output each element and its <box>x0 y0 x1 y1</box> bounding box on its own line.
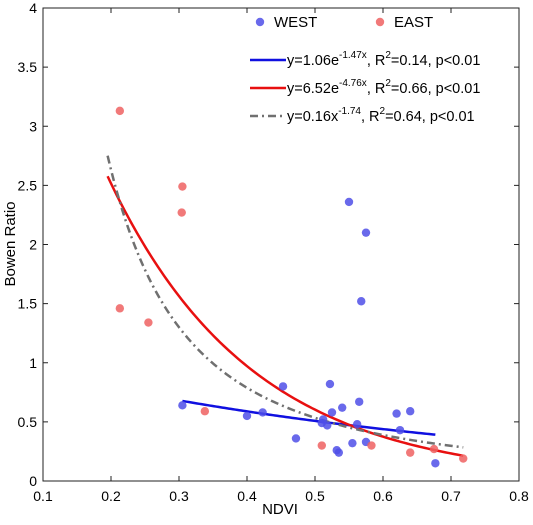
plot-border <box>42 7 520 482</box>
y-tick-label: 0.5 <box>18 414 38 430</box>
point-east <box>177 208 186 217</box>
point-west <box>395 425 405 435</box>
x-tick-label: 0.7 <box>441 488 461 504</box>
y-tick-label: 2.5 <box>18 177 38 193</box>
point-east <box>459 454 468 463</box>
x-axis-ticks: 0.1 0.2 0.3 0.4 0.5 0.6 0.7 0.8 <box>33 8 529 504</box>
y-tick-label: 3.5 <box>18 59 38 75</box>
point-east <box>115 106 125 116</box>
legend-fit-label-east: y=6.52e-4.76x, R2=0.66, p<0.01 <box>287 78 480 97</box>
legend-fit-label-all: y=0.16x-1.74, R2=0.64, p<0.01 <box>287 106 475 125</box>
point-west <box>406 407 415 416</box>
x-tick-label: 0.1 <box>33 488 53 504</box>
legend-fit-label-west: y=1.06e-1.47x, R2=0.14, p<0.01 <box>287 50 480 69</box>
point-east <box>178 182 187 191</box>
fit-curve-west <box>182 399 436 436</box>
point-west <box>344 197 354 207</box>
x-tick-label: 0.8 <box>509 488 529 504</box>
point-west <box>242 411 252 421</box>
point-west <box>178 401 187 410</box>
fit-curves <box>106 155 464 457</box>
plot-frame <box>42 7 520 482</box>
y-tick-label: 3 <box>29 118 37 134</box>
point-west <box>348 438 357 448</box>
point-east <box>144 318 153 327</box>
data-points <box>115 106 468 468</box>
point-west <box>258 408 267 417</box>
x-tick-label: 0.5 <box>305 488 325 504</box>
point-east <box>115 304 125 313</box>
y-tick-label: 0 <box>29 473 37 489</box>
point-west <box>325 379 335 389</box>
point-west <box>323 421 332 430</box>
point-west <box>357 297 366 306</box>
x-tick-label: 0.3 <box>169 488 189 504</box>
point-west <box>355 397 364 406</box>
x-tick-label: 0.4 <box>237 488 257 504</box>
point-west <box>431 459 440 468</box>
point-east <box>200 407 210 416</box>
point-east <box>406 448 415 457</box>
point-west <box>338 403 347 412</box>
y-tick-label: 1 <box>29 355 37 371</box>
legend-label-east: EAST <box>394 14 433 31</box>
point-west <box>327 408 337 417</box>
point-east <box>317 441 326 450</box>
x-tick-label: 0.6 <box>373 488 393 504</box>
point-west <box>334 448 343 457</box>
point-west <box>352 420 362 429</box>
point-east <box>429 444 439 454</box>
legend: WEST EAST y=1.06e-1.47x, R2=0.14, p<0.01 y=… <box>250 14 480 125</box>
fit-curve-east <box>106 175 464 457</box>
y-tick-label: 4 <box>29 0 37 16</box>
legend-marker-west <box>255 17 265 27</box>
point-west <box>361 228 371 237</box>
point-west <box>392 409 401 418</box>
y-tick-label: 2 <box>29 237 37 253</box>
y-axis-ticks: 0 0.5 1 1.5 2 2.5 3 3.5 4 <box>18 0 519 489</box>
point-east <box>367 441 376 450</box>
point-west <box>291 434 301 443</box>
fit-curve-all <box>106 155 464 449</box>
point-west <box>278 382 288 391</box>
x-tick-label: 0.2 <box>101 488 121 504</box>
legend-label-west: WEST <box>274 14 317 31</box>
point-west <box>318 415 328 424</box>
y-tick-label: 1.5 <box>18 296 38 312</box>
legend-marker-east <box>375 17 385 27</box>
x-axis-label: NDVI <box>262 501 298 518</box>
y-axis-label: Bowen Ratio <box>2 201 19 286</box>
